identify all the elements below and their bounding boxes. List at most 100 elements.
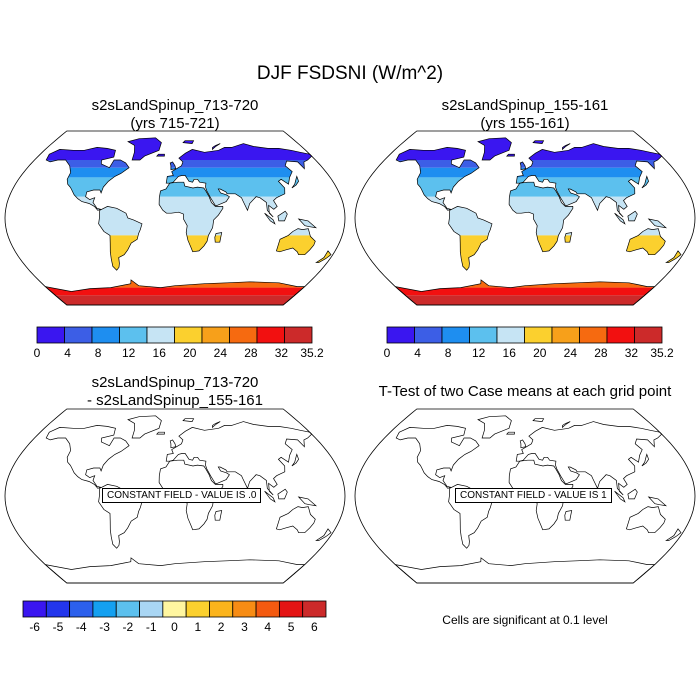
coastline-borneo [277,210,288,222]
colorbar-panel-2-box-6 [551,326,580,344]
colorbar-panel-1-box-4 [146,326,175,344]
coastline-greenland [477,415,512,439]
colorbar-diff-tick-label: -2 [123,620,134,634]
colorbar-diff-box-2 [69,600,94,618]
colorbar-diff-tick-label: -6 [29,620,40,634]
colorbar-diff-box-7 [185,600,210,618]
colorbar-panel-2-box-9 [634,326,663,344]
coastline-australia [275,506,316,534]
coastline-uk [169,439,177,449]
panel-2-title-line1: s2sLandSpinup_155-161 [441,97,609,114]
colorbar-panel-1-tick-label: 32 [275,346,289,360]
colorbar-diff-box-1 [45,600,71,618]
coastline-japan [641,175,649,189]
colorbar-panel-1-box-3 [119,326,148,344]
panel-3-title-line1: s2sLandSpinup_713-720 [91,374,259,391]
colorbar-diff-tick-label: -4 [76,620,87,634]
coastline-uk [519,161,527,171]
colorbar-panel-1-box-6 [201,326,230,344]
colorbar-panel-1-tick-label: 20 [183,346,197,360]
coastline-australia [275,228,316,256]
colorbar-panel-2-tick-label: 24 [564,346,578,360]
coastline-madagascar [564,510,573,521]
map-border [354,408,696,584]
colorbar-diff-tick-label: -1 [146,620,157,634]
colorbar-panel-1-tick-label: 35.2 [300,346,324,360]
land-fill-bands [395,137,681,305]
coastline-iceland [156,431,165,435]
coastline-svalbard [182,418,195,422]
colorbar-panel-1-tick-label: 0 [34,346,41,360]
colorbar-diff-tick-label: 4 [264,620,271,634]
significance-note: Cells are significant at 0.1 level [442,613,608,627]
colorbar-diff-box-9 [232,600,257,618]
coastline-newzealand [315,528,332,541]
colorbar-diff-tick-label: 0 [171,620,178,634]
diff-constant-field-label: CONSTANT FIELD - VALUE IS .0 [102,488,262,503]
coastline-newzealand [665,250,682,263]
coastline-eurasia [165,421,313,496]
colorbar-panel-1-box-5 [174,326,203,344]
coastline-iceland [506,431,515,435]
colorbar-panel-1-tick-label: 12 [122,346,136,360]
coastline-svalbard [532,418,545,422]
colorbar-panel-1-tick-label: 24 [214,346,228,360]
colorbar-panel-2-box-0 [386,326,415,344]
colorbar-panel-2: 0 4 8 12 16 20 24 28 32 35.2 [384,326,674,360]
colorbar-diff: -6 -5 -4 -3 -2 -1 0 1 2 3 4 5 6 [22,600,327,634]
colorbar-panel-1-box-1 [64,326,93,344]
panel-3-title-line2: - s2sLandSpinup_155-161 [87,392,263,409]
panel-4-title: T-Test of two Case means at each grid po… [340,383,700,401]
colorbar-diff-tick-label: 2 [218,620,225,634]
colorbar-panel-1-box-9 [284,326,313,344]
colorbar-panel-1: 0 4 8 12 16 20 24 28 32 35.2 [34,326,324,360]
coastline-svalbard [182,140,195,144]
coastline-sumatra [614,212,626,225]
colorbar-panel-2-box-4 [496,326,525,344]
coastline-northamerica [45,147,130,211]
coastline-southamerica [98,206,143,271]
colorbar-panel-1-box-7 [229,326,258,344]
coastline-borneo [277,488,288,500]
coastline-novayazemlya [212,143,221,151]
colorbar-diff-tick-label: 6 [311,620,318,634]
colorbar-panel-2-tick-label: 16 [503,346,517,360]
coastline-novayazemlya [562,143,571,151]
coastline-eurasia [515,421,663,496]
coastline-africa [508,181,574,253]
colorbar-diff-box-3 [92,600,117,618]
panel-1-title-line1: s2sLandSpinup_713-720 [91,97,259,114]
panel-4-title-line1: T-Test of two Case means at each grid po… [378,383,672,400]
colorbar-diff-box-0 [22,600,47,618]
coastline-newguinea [297,218,318,229]
colorbar-panel-2-tick-label: 4 [414,346,421,360]
colorbar-diff-box-6 [162,600,187,618]
coastline-eurasia [165,143,313,218]
colorbar-panel-1-box-2 [91,326,120,344]
coastline-japan [291,453,299,467]
colorbar-diff-tick-label: 5 [288,620,295,634]
coastline-northamerica [395,147,480,211]
coastline-novayazemlya [212,421,221,429]
coastline-madagascar [564,232,573,243]
colorbar-panel-2-tick-label: 32 [625,346,639,360]
coastline-borneo [627,210,638,222]
coastline-greenland [477,137,512,161]
colorbar-diff-box-10 [255,600,280,618]
map-border [4,130,346,306]
colorbar-panel-2-box-5 [524,326,553,344]
colorbar-panel-2-tick-label: 35.2 [650,346,674,360]
coastline-madagascar [214,510,223,521]
map-panel-4 [354,408,696,584]
colorbar-panel-1-tick-label: 28 [244,346,258,360]
colorbar-panel-2-tick-label: 28 [594,346,608,360]
ttest-constant-field-label: CONSTANT FIELD - VALUE IS 1 [455,488,612,503]
panel-1-title: s2sLandSpinup_713-720 (yrs 715-721) [25,97,325,133]
colorbar-diff-box-11 [278,600,304,618]
colorbar-diff-box-8 [209,600,234,618]
coastline-iceland [506,153,515,157]
map-panel-1 [4,130,346,306]
colorbar-panel-1-tick-label: 8 [95,346,102,360]
colorbar-diff-tick-label: 3 [241,620,248,634]
